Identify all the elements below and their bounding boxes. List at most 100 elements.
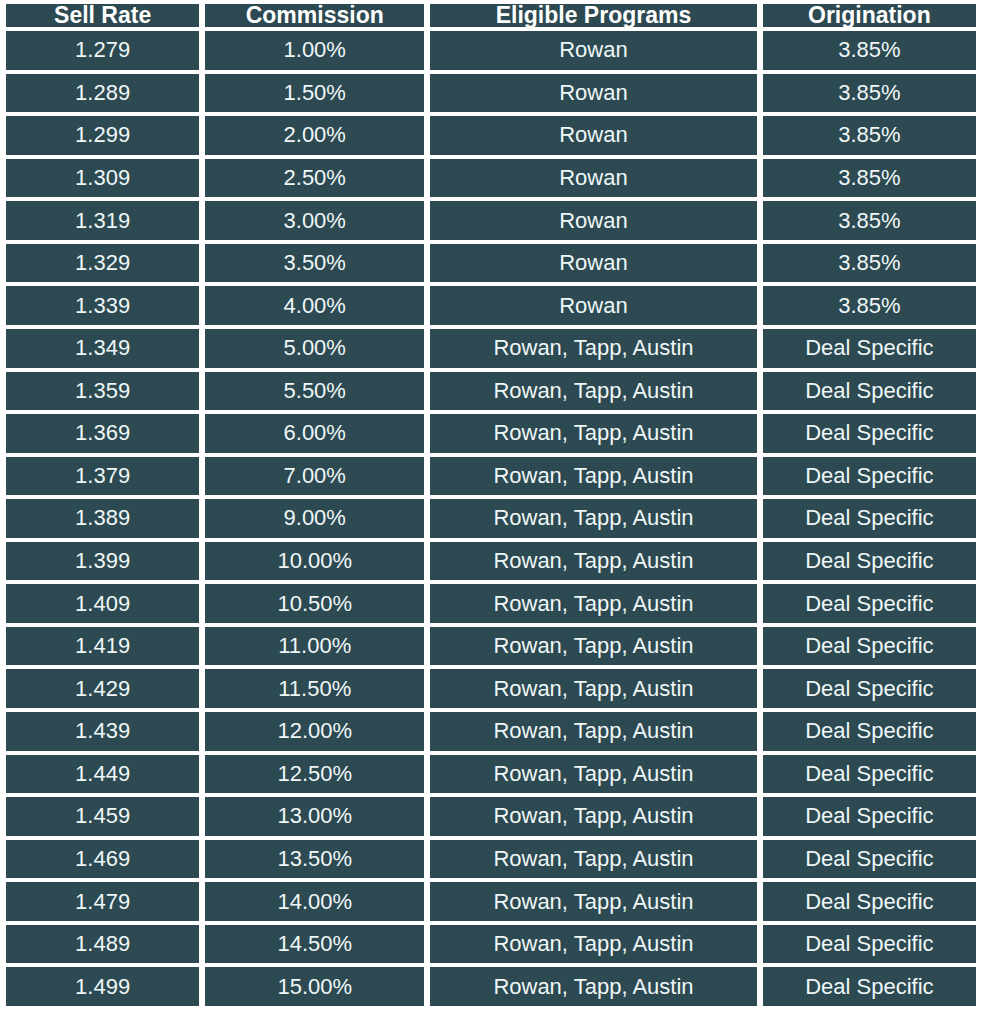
commission-cell: 7.00% (205, 457, 424, 496)
origination-cell: 3.85% (763, 201, 976, 240)
origination-cell: Deal Specific (763, 542, 976, 581)
commission-cell: 12.00% (205, 712, 424, 751)
sell-rate-cell: 1.489 (6, 925, 199, 964)
commission-cell: 6.00% (205, 414, 424, 453)
commission-cell: 13.00% (205, 797, 424, 836)
sell-rate-cell: 1.379 (6, 457, 199, 496)
table-row: 1.2791.00%Rowan3.85% (6, 31, 976, 70)
sell-rate-cell: 1.319 (6, 201, 199, 240)
origination-cell: 3.85% (763, 116, 976, 155)
eligible-programs-cell: Rowan (430, 31, 757, 70)
eligible-programs-cell: Rowan, Tapp, Austin (430, 712, 757, 751)
table-row: 1.46913.50%Rowan, Tapp, AustinDeal Speci… (6, 840, 976, 879)
commission-cell: 15.00% (205, 967, 424, 1006)
table-row: 1.3595.50%Rowan, Tapp, AustinDeal Specif… (6, 372, 976, 411)
table-row: 1.3495.00%Rowan, Tapp, AustinDeal Specif… (6, 329, 976, 368)
sell-rate-cell: 1.309 (6, 159, 199, 198)
origination-cell: Deal Specific (763, 925, 976, 964)
origination-cell: Deal Specific (763, 584, 976, 623)
commission-cell: 11.00% (205, 627, 424, 666)
commission-cell: 3.00% (205, 201, 424, 240)
eligible-programs-cell: Rowan, Tapp, Austin (430, 755, 757, 794)
eligible-programs-cell: Rowan, Tapp, Austin (430, 499, 757, 538)
sell-rate-cell: 1.289 (6, 74, 199, 113)
sell-rate-cell: 1.419 (6, 627, 199, 666)
sell-rate-cell: 1.399 (6, 542, 199, 581)
table-body: 1.2791.00%Rowan3.85%1.2891.50%Rowan3.85%… (6, 31, 976, 1006)
table-header-row: Sell Rate Commission Eligible Programs O… (6, 4, 976, 27)
sell-rate-cell: 1.449 (6, 755, 199, 794)
sell-rate-cell: 1.299 (6, 116, 199, 155)
commission-cell: 3.50% (205, 244, 424, 283)
commission-cell: 12.50% (205, 755, 424, 794)
origination-cell: 3.85% (763, 31, 976, 70)
origination-cell: Deal Specific (763, 755, 976, 794)
origination-cell: 3.85% (763, 159, 976, 198)
sell-rate-cell: 1.369 (6, 414, 199, 453)
table-row: 1.41911.00%Rowan, Tapp, AustinDeal Speci… (6, 627, 976, 666)
commission-cell: 5.50% (205, 372, 424, 411)
sell-rate-cell: 1.389 (6, 499, 199, 538)
sell-rate-cell: 1.469 (6, 840, 199, 879)
eligible-programs-cell: Rowan, Tapp, Austin (430, 967, 757, 1006)
sell-rate-cell: 1.459 (6, 797, 199, 836)
eligible-programs-cell: Rowan, Tapp, Austin (430, 372, 757, 411)
header-origination: Origination (763, 4, 976, 27)
eligible-programs-cell: Rowan, Tapp, Austin (430, 627, 757, 666)
eligible-programs-cell: Rowan, Tapp, Austin (430, 669, 757, 708)
origination-cell: Deal Specific (763, 457, 976, 496)
commission-cell: 10.50% (205, 584, 424, 623)
origination-cell: Deal Specific (763, 882, 976, 921)
eligible-programs-cell: Rowan (430, 159, 757, 198)
table-row: 1.49915.00%Rowan, Tapp, AustinDeal Speci… (6, 967, 976, 1006)
table-row: 1.48914.50%Rowan, Tapp, AustinDeal Speci… (6, 925, 976, 964)
sell-rate-cell: 1.279 (6, 31, 199, 70)
table-row: 1.2891.50%Rowan3.85% (6, 74, 976, 113)
origination-cell: Deal Specific (763, 712, 976, 751)
eligible-programs-cell: Rowan (430, 74, 757, 113)
eligible-programs-cell: Rowan, Tapp, Austin (430, 584, 757, 623)
origination-cell: 3.85% (763, 286, 976, 325)
table-row: 1.40910.50%Rowan, Tapp, AustinDeal Speci… (6, 584, 976, 623)
commission-cell: 2.50% (205, 159, 424, 198)
commission-cell: 14.50% (205, 925, 424, 964)
header-eligible-programs: Eligible Programs (430, 4, 757, 27)
sell-rate-cell: 1.429 (6, 669, 199, 708)
sell-rate-cell: 1.329 (6, 244, 199, 283)
origination-cell: Deal Specific (763, 797, 976, 836)
table-row: 1.42911.50%Rowan, Tapp, AustinDeal Speci… (6, 669, 976, 708)
table-row: 1.3394.00%Rowan3.85% (6, 286, 976, 325)
origination-cell: Deal Specific (763, 329, 976, 368)
eligible-programs-cell: Rowan (430, 201, 757, 240)
eligible-programs-cell: Rowan, Tapp, Austin (430, 882, 757, 921)
origination-cell: 3.85% (763, 74, 976, 113)
header-sell-rate: Sell Rate (6, 4, 199, 27)
table-row: 1.3293.50%Rowan3.85% (6, 244, 976, 283)
table-row: 1.43912.00%Rowan, Tapp, AustinDeal Speci… (6, 712, 976, 751)
commission-cell: 1.00% (205, 31, 424, 70)
eligible-programs-cell: Rowan (430, 116, 757, 155)
rate-table: Sell Rate Commission Eligible Programs O… (0, 0, 982, 1010)
eligible-programs-cell: Rowan, Tapp, Austin (430, 797, 757, 836)
table-row: 1.47914.00%Rowan, Tapp, AustinDeal Speci… (6, 882, 976, 921)
commission-cell: 9.00% (205, 499, 424, 538)
table-row: 1.39910.00%Rowan, Tapp, AustinDeal Speci… (6, 542, 976, 581)
sell-rate-cell: 1.479 (6, 882, 199, 921)
header-commission: Commission (205, 4, 424, 27)
origination-cell: Deal Specific (763, 840, 976, 879)
eligible-programs-cell: Rowan, Tapp, Austin (430, 329, 757, 368)
commission-cell: 1.50% (205, 74, 424, 113)
origination-cell: Deal Specific (763, 414, 976, 453)
commission-cell: 11.50% (205, 669, 424, 708)
eligible-programs-cell: Rowan, Tapp, Austin (430, 414, 757, 453)
origination-cell: Deal Specific (763, 499, 976, 538)
eligible-programs-cell: Rowan, Tapp, Austin (430, 840, 757, 879)
sell-rate-cell: 1.349 (6, 329, 199, 368)
table-row: 1.3797.00%Rowan, Tapp, AustinDeal Specif… (6, 457, 976, 496)
commission-cell: 2.00% (205, 116, 424, 155)
eligible-programs-cell: Rowan (430, 286, 757, 325)
eligible-programs-cell: Rowan, Tapp, Austin (430, 457, 757, 496)
table-row: 1.2992.00%Rowan3.85% (6, 116, 976, 155)
sell-rate-cell: 1.339 (6, 286, 199, 325)
origination-cell: Deal Specific (763, 372, 976, 411)
